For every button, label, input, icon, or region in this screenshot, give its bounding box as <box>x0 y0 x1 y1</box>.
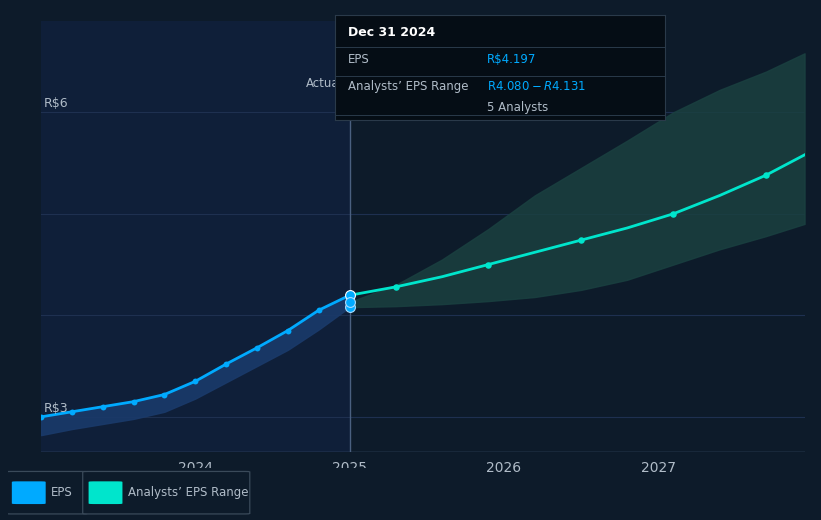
Point <box>312 306 325 315</box>
Text: R$4.197: R$4.197 <box>487 53 536 66</box>
Bar <box>41 21 350 452</box>
Text: EPS: EPS <box>51 486 73 499</box>
Point <box>343 298 356 306</box>
FancyBboxPatch shape <box>83 472 250 514</box>
Point <box>96 402 109 411</box>
Point <box>667 210 680 218</box>
Point <box>34 413 48 421</box>
Point <box>219 360 232 368</box>
Point <box>343 303 356 311</box>
Text: Actual: Actual <box>306 76 343 89</box>
Point <box>158 391 171 399</box>
FancyBboxPatch shape <box>11 482 46 504</box>
Point <box>66 408 79 416</box>
Point <box>759 171 773 179</box>
Text: Dec 31 2024: Dec 31 2024 <box>348 25 435 38</box>
Text: Analysts’ EPS Range: Analysts’ EPS Range <box>348 80 469 93</box>
Point <box>389 283 402 291</box>
Text: 5 Analysts: 5 Analysts <box>487 101 548 114</box>
Point <box>127 397 140 406</box>
Text: R$6: R$6 <box>44 97 69 110</box>
Text: EPS: EPS <box>348 53 370 66</box>
Text: Analysts Forecasts: Analysts Forecasts <box>355 76 466 89</box>
Point <box>343 291 356 300</box>
Point <box>250 344 264 352</box>
Text: R$4.080 - R$4.131: R$4.080 - R$4.131 <box>487 80 585 93</box>
Point <box>343 291 356 300</box>
Point <box>189 377 202 385</box>
Point <box>575 236 588 244</box>
Text: R$3: R$3 <box>44 402 69 415</box>
Point <box>482 261 495 269</box>
FancyBboxPatch shape <box>89 482 122 504</box>
Text: Analysts’ EPS Range: Analysts’ EPS Range <box>128 486 249 499</box>
Point <box>282 327 295 335</box>
FancyBboxPatch shape <box>6 472 87 514</box>
